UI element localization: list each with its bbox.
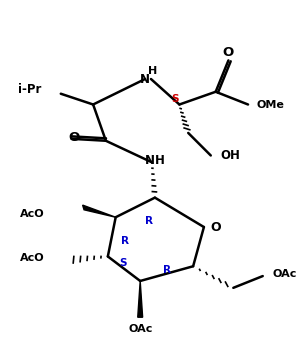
- Text: R: R: [163, 265, 171, 275]
- Text: AcO: AcO: [20, 253, 44, 264]
- Text: OMe: OMe: [257, 99, 285, 109]
- Polygon shape: [138, 281, 143, 317]
- Text: OAc: OAc: [272, 269, 297, 279]
- Text: N: N: [140, 73, 150, 85]
- Text: OAc: OAc: [128, 324, 152, 334]
- Text: O: O: [210, 220, 221, 234]
- Text: AcO: AcO: [20, 209, 44, 219]
- Polygon shape: [82, 205, 116, 217]
- Text: S: S: [171, 94, 178, 104]
- Text: N: N: [145, 154, 155, 167]
- Text: H: H: [148, 66, 157, 76]
- Text: R: R: [120, 236, 129, 246]
- Text: OH: OH: [221, 149, 240, 162]
- Text: O: O: [223, 46, 234, 59]
- Text: i-Pr: i-Pr: [18, 83, 41, 96]
- Text: S: S: [119, 258, 126, 268]
- Text: O: O: [68, 131, 79, 144]
- Text: H: H: [155, 154, 165, 167]
- Text: R: R: [145, 216, 153, 226]
